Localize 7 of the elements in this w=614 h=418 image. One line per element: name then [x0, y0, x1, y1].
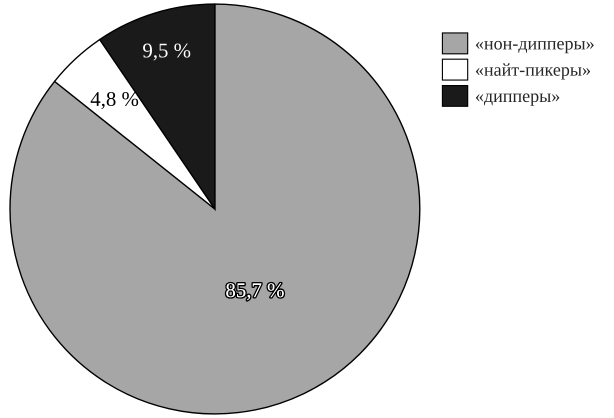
data-label: 85,7 %: [226, 283, 284, 300]
legend-label: «нон-дипперы»: [476, 40, 594, 54]
data-label: 4,8 %: [90, 92, 138, 110]
data-label: 9,5 %: [143, 43, 190, 61]
legend-label: «найт-пикеры»: [476, 63, 590, 80]
pie-slice: [9, 3, 420, 415]
legend-label: «дипперы»: [476, 93, 560, 106]
